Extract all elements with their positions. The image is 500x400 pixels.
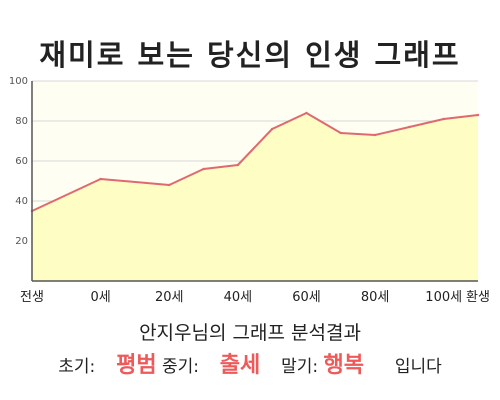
middle-label: 중기: xyxy=(161,357,199,377)
x-tick-label-3: 40세 xyxy=(224,290,253,305)
data-point-10 xyxy=(442,117,445,121)
x-tick-label-7: 환생 xyxy=(466,290,490,305)
result-title: 안지우님의 그래프 분석결과 xyxy=(139,322,361,344)
data-point-3 xyxy=(202,167,205,171)
x-tick-label-5: 80세 xyxy=(361,290,390,305)
x-tick-label-1: 0세 xyxy=(90,290,110,305)
data-point-2 xyxy=(168,183,171,187)
data-point-4 xyxy=(236,163,240,167)
data-point-1 xyxy=(99,177,102,181)
x-tick-label-2: 20세 xyxy=(155,290,184,305)
data-point-6 xyxy=(305,111,308,115)
data-point-5 xyxy=(270,127,274,131)
x-tick-label-4: 60세 xyxy=(292,290,321,305)
series-area xyxy=(32,113,478,281)
y-tick-label-20: 20 xyxy=(15,236,28,247)
late-value: 행복 xyxy=(323,353,364,378)
x-tick-label-6: 100세 xyxy=(425,290,462,305)
y-tick-label-60: 60 xyxy=(15,156,28,167)
data-point-9 xyxy=(408,125,411,129)
result-suffix: 입니다 xyxy=(394,357,442,377)
data-point-8 xyxy=(373,133,377,137)
y-tick-label-40: 40 xyxy=(15,196,28,207)
early-label: 초기: xyxy=(58,357,96,377)
middle-value: 출세 xyxy=(219,353,261,378)
chart-title: 재미로 보는 당신의 인생 그래프 xyxy=(39,38,461,72)
y-tick-label-100: 100 xyxy=(9,76,28,87)
y-tick-label-80: 80 xyxy=(15,116,28,127)
series-line xyxy=(31,112,479,212)
result-summary: 초기: 평범 중기: 출세 말기: 행복 입니다 xyxy=(0,347,500,379)
data-point-11 xyxy=(476,113,480,117)
x-tick-label-0: 전생 xyxy=(20,290,44,305)
early-value: 평범 xyxy=(116,353,157,378)
data-point-7 xyxy=(339,131,342,135)
late-label: 말기: xyxy=(281,357,319,377)
